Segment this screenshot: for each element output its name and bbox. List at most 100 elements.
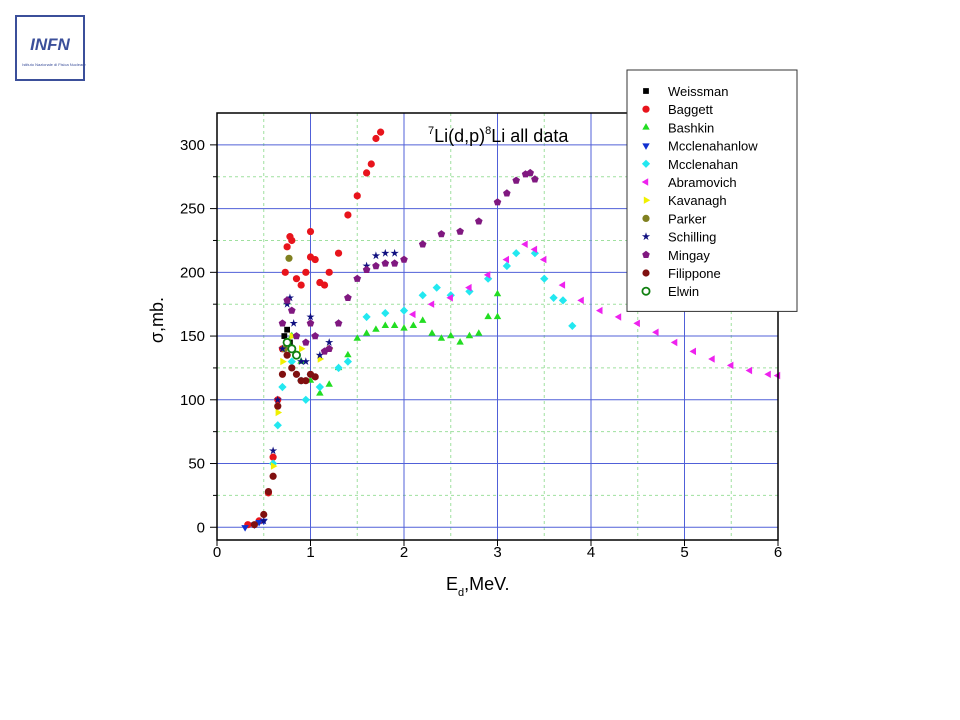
marker <box>483 271 491 279</box>
marker <box>530 249 539 258</box>
marker <box>292 275 301 283</box>
marker <box>302 377 310 385</box>
marker <box>353 334 361 341</box>
marker <box>285 293 294 302</box>
series <box>278 168 539 355</box>
marker <box>260 510 268 519</box>
marker <box>278 344 287 353</box>
y-tick-label: 200 <box>180 264 205 281</box>
y-tick-label: 250 <box>180 201 205 218</box>
marker <box>273 421 282 430</box>
marker <box>512 176 520 184</box>
marker <box>343 357 352 366</box>
marker <box>377 128 385 136</box>
marker <box>281 333 288 339</box>
marker <box>745 366 753 375</box>
title-reaction: Li(d,p) <box>434 126 485 146</box>
marker <box>301 395 310 404</box>
marker <box>287 357 296 366</box>
marker <box>642 123 650 130</box>
marker <box>353 192 361 200</box>
marker <box>418 291 427 300</box>
legend-label: Filippone <box>668 266 721 281</box>
marker <box>306 312 315 321</box>
marker <box>409 321 418 328</box>
marker <box>419 316 427 323</box>
marker <box>502 255 509 264</box>
y-tick-label: 100 <box>180 392 205 409</box>
marker <box>306 227 315 236</box>
marker <box>372 262 380 270</box>
x-tick-label: 4 <box>587 544 595 561</box>
marker <box>400 255 408 263</box>
marker <box>287 344 297 354</box>
marker <box>503 189 511 197</box>
marker <box>447 331 455 339</box>
legend-label: Abramovich <box>668 175 737 190</box>
marker <box>283 351 291 359</box>
marker <box>502 261 511 271</box>
marker <box>269 459 278 468</box>
marker <box>381 259 390 267</box>
marker <box>297 281 305 289</box>
marker <box>278 382 287 392</box>
marker <box>273 395 282 404</box>
series <box>409 240 781 380</box>
x-label-sub: d <box>458 587 464 599</box>
marker <box>642 250 650 258</box>
marker <box>311 332 319 340</box>
legend-label: Bashkin <box>668 120 714 135</box>
marker <box>255 520 263 527</box>
marker <box>539 255 547 264</box>
marker <box>652 328 659 336</box>
x-label-main: E <box>446 574 458 594</box>
marker <box>367 160 375 168</box>
marker <box>689 347 696 356</box>
marker <box>344 350 352 358</box>
series <box>282 337 301 360</box>
marker <box>633 319 640 328</box>
x-tick-label: 5 <box>680 544 688 561</box>
marker <box>325 344 333 352</box>
marker <box>418 240 427 248</box>
marker <box>456 338 464 345</box>
marker <box>264 487 273 496</box>
marker <box>764 370 771 378</box>
marker <box>465 283 472 292</box>
marker <box>344 211 352 219</box>
marker <box>641 159 651 168</box>
marker <box>283 299 292 308</box>
marker <box>530 245 538 254</box>
marker <box>596 306 603 315</box>
marker <box>493 289 502 297</box>
marker <box>531 175 539 183</box>
marker <box>282 337 292 347</box>
marker <box>362 329 371 336</box>
marker <box>292 370 301 378</box>
title-mass: 8 <box>485 125 491 137</box>
x-tick-label: 3 <box>493 544 501 561</box>
marker <box>320 281 329 289</box>
marker <box>390 321 399 328</box>
marker <box>292 332 301 340</box>
marker <box>568 321 577 330</box>
marker <box>315 350 324 359</box>
marker <box>289 332 297 340</box>
marker <box>353 274 361 282</box>
marker <box>275 408 283 417</box>
marker <box>549 293 558 302</box>
y-tick-label: 0 <box>197 519 205 536</box>
marker <box>270 462 278 470</box>
marker <box>726 361 734 370</box>
marker <box>670 338 678 347</box>
legend-label: Elwin <box>668 284 699 299</box>
title-rest: Li all data <box>491 126 569 146</box>
marker <box>334 363 343 373</box>
marker <box>642 143 650 150</box>
chart-title: 7Li(d,p)8Li all data <box>428 125 569 146</box>
legend-label: Weissman <box>668 84 728 99</box>
series <box>269 249 577 468</box>
x-tick-label: 2 <box>400 544 408 561</box>
plot-frame <box>216 112 779 541</box>
